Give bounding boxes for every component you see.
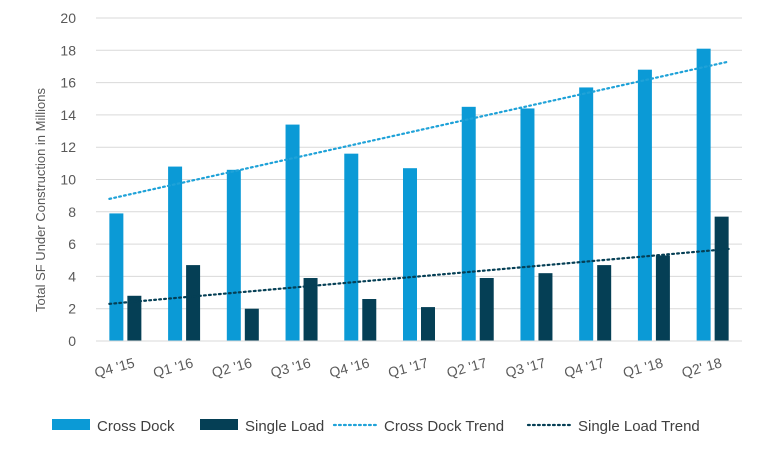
bar-cross-dock bbox=[696, 48, 711, 342]
bar-cross-dock bbox=[226, 169, 241, 341]
y-tick-label: 10 bbox=[60, 172, 76, 188]
bar-single-load bbox=[244, 308, 259, 341]
bar-single-load bbox=[421, 307, 435, 341]
bar-single-load bbox=[479, 278, 494, 341]
bars bbox=[109, 48, 729, 342]
y-tick-label: 0 bbox=[68, 333, 76, 349]
x-tick-label: Q3 '16 bbox=[269, 354, 313, 380]
legend-item-cross-dock-trend: Cross Dock Trend bbox=[332, 418, 504, 435]
x-tick-label: Q2 '17 bbox=[445, 354, 489, 380]
bar-cross-dock bbox=[579, 87, 594, 341]
y-tick-label: 14 bbox=[60, 107, 76, 123]
y-axis-title: Total SF Under Construction in Millions bbox=[33, 88, 48, 312]
trendline-cross-dock bbox=[108, 60, 730, 200]
legend-item-single-load-trend: Single Load Trend bbox=[526, 418, 700, 435]
legend-item-cross-dock: Cross Dock bbox=[52, 418, 175, 435]
y-tick-label: 2 bbox=[68, 301, 76, 317]
bar-cross-dock bbox=[461, 106, 476, 341]
bar-single-load bbox=[714, 216, 729, 341]
bar-single-load bbox=[186, 265, 201, 341]
trendlines bbox=[108, 60, 730, 305]
bar-single-load bbox=[127, 295, 142, 341]
bar-cross-dock bbox=[403, 168, 417, 341]
y-tick-label: 8 bbox=[68, 204, 76, 220]
x-tick-label: Q4 '16 bbox=[327, 354, 371, 380]
bar-single-load bbox=[303, 278, 318, 341]
legend-label: Cross Dock bbox=[97, 418, 175, 435]
bar-single-load bbox=[655, 255, 670, 341]
bar-cross-dock bbox=[637, 69, 652, 342]
x-tick-label: Q1 '18 bbox=[621, 354, 665, 380]
x-tick-label: Q1 '17 bbox=[386, 354, 430, 380]
y-tick-label: 12 bbox=[60, 139, 76, 155]
bar-single-load bbox=[362, 299, 377, 341]
legend-swatch bbox=[52, 419, 90, 430]
x-axis-ticks: Q4 '15 Q1 '16 Q2 '16 Q3 '16 Q4 '16 Q1 '17 Q2 '… bbox=[93, 354, 724, 380]
y-tick-label: 20 bbox=[60, 10, 76, 26]
y-tick-label: 16 bbox=[60, 75, 76, 91]
x-tick-label: Q1 '16 bbox=[151, 354, 195, 380]
x-tick-label: Q2 '16 bbox=[210, 354, 254, 380]
bar-cross-dock bbox=[109, 213, 124, 341]
x-tick-label: Q2' 18 bbox=[680, 354, 724, 380]
bar-cross-dock bbox=[168, 166, 183, 341]
gridlines bbox=[96, 17, 742, 310]
bar-single-load bbox=[538, 273, 553, 341]
bar-cross-dock bbox=[344, 153, 359, 341]
trendline-single-load bbox=[108, 247, 730, 305]
legend-label: Cross Dock Trend bbox=[384, 418, 504, 435]
legend-item-single-load: Single Load bbox=[200, 418, 324, 435]
legend-label: Single Load Trend bbox=[578, 418, 700, 435]
y-tick-label: 4 bbox=[68, 268, 76, 284]
bar-single-load bbox=[597, 265, 612, 341]
y-tick-label: 18 bbox=[60, 42, 76, 58]
legend-swatch bbox=[200, 419, 238, 430]
x-tick-label: Q3 '17 bbox=[504, 354, 548, 380]
y-tick-label: 6 bbox=[68, 236, 76, 252]
legend: Cross Dock Single Load Cross Dock Trend Sin… bbox=[52, 418, 700, 435]
x-tick-label: Q4 '15 bbox=[93, 354, 137, 380]
y-axis-ticks: 0 2 4 6 8 10 12 14 16 18 20 bbox=[60, 10, 76, 349]
bar-cross-dock bbox=[520, 108, 535, 341]
x-tick-label: Q4 '17 bbox=[562, 354, 606, 380]
legend-label: Single Load bbox=[245, 418, 324, 435]
